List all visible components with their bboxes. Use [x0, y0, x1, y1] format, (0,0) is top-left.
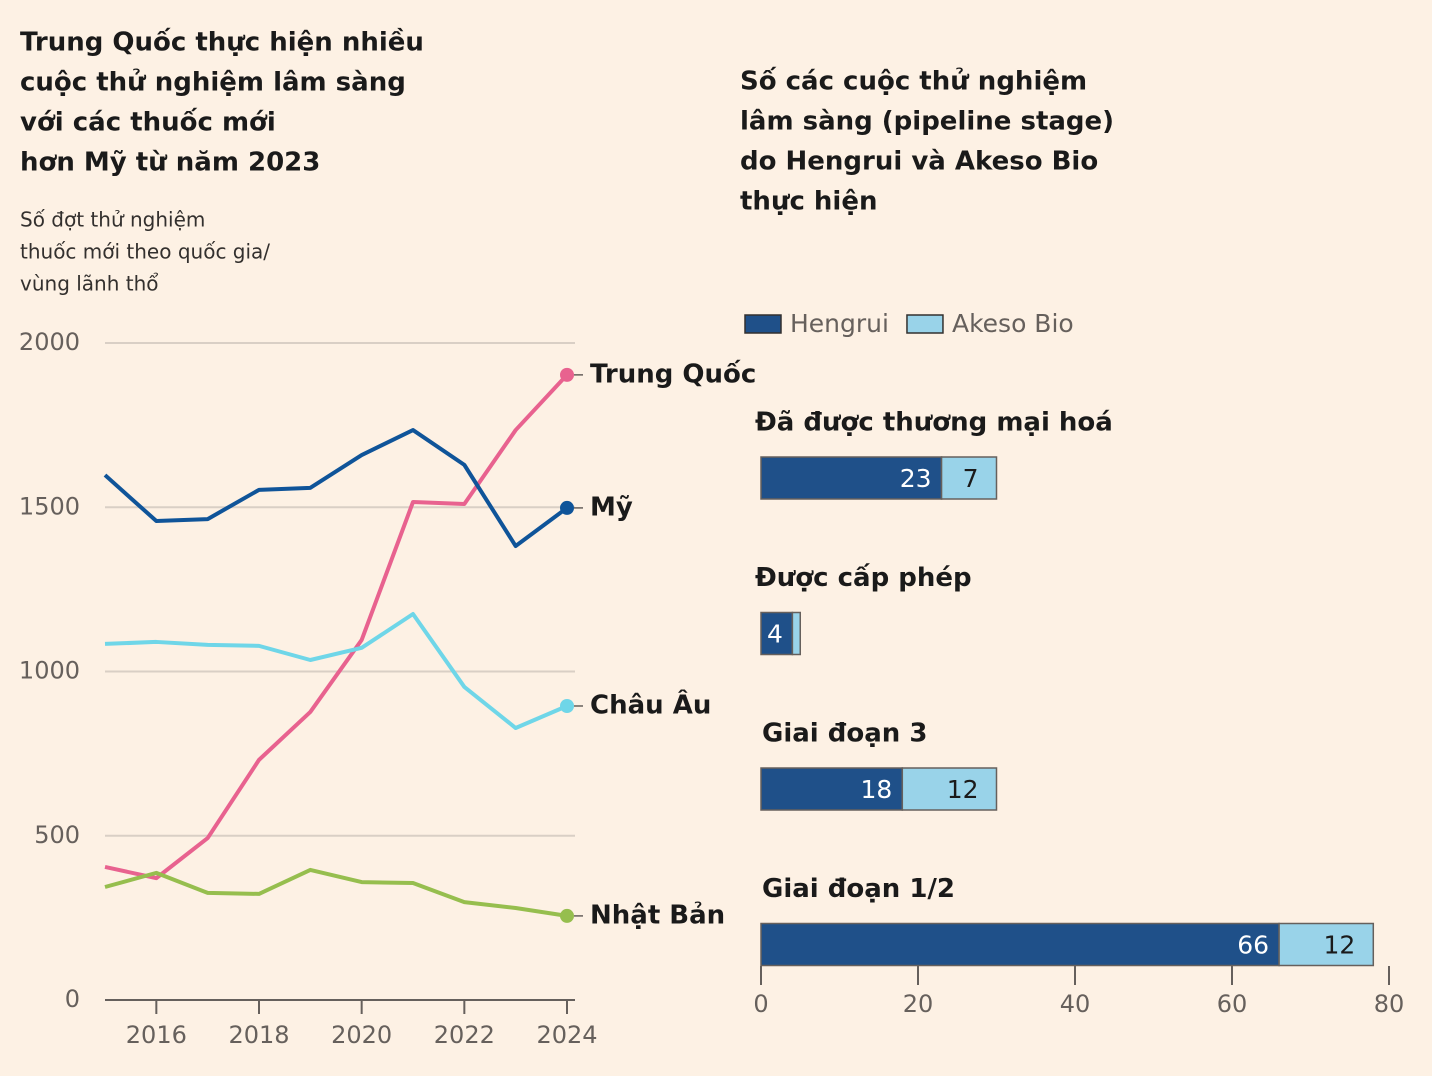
bar-segment — [940, 456, 998, 500]
bar-segment — [760, 767, 904, 811]
end-dot — [560, 500, 574, 515]
series-line — [104, 373, 569, 881]
bar-segment — [760, 922, 1280, 967]
value-label: 12 — [1323, 931, 1355, 960]
legend-swatch — [906, 314, 944, 334]
series-label: Trung Quốc — [590, 358, 756, 389]
x-tick-label: 60 — [1217, 990, 1248, 1018]
end-dot — [560, 698, 574, 713]
chart-subtitle: Số đợt thử nghiệm — [20, 208, 205, 232]
value-label: 12 — [947, 775, 979, 804]
bar-segment — [760, 456, 943, 500]
series-line — [103, 428, 569, 549]
series-label: Nhật Bản — [590, 899, 725, 930]
chart-title: với các thuốc mới — [20, 107, 276, 138]
series-line — [104, 612, 568, 731]
legend-label: Akeso Bio — [952, 309, 1074, 338]
x-tick-label: 2024 — [536, 1021, 597, 1049]
chart-title: Số các cuộc thử nghiệm — [740, 66, 1087, 97]
value-label: 23 — [900, 464, 932, 493]
series-label: Châu Âu — [590, 688, 711, 720]
chart-subtitle: thuốc mới theo quốc gia/ — [20, 240, 270, 264]
chart-title: lâm sàng (pipeline stage) — [740, 107, 1114, 137]
chart-title: hơn Mỹ từ năm 2023 — [20, 148, 320, 178]
category-label: Được cấp phép — [755, 562, 972, 593]
x-tick-label: 2020 — [331, 1021, 392, 1049]
category-label: Đã được thương mại hoá — [755, 408, 1113, 438]
chart-title: do Hengrui và Akeso Bio — [740, 147, 1098, 177]
bar-segment — [901, 767, 998, 811]
value-label: 18 — [860, 775, 892, 804]
y-tick-label: 2000 — [19, 328, 80, 356]
bar-segment — [1278, 922, 1375, 967]
chart-subtitle: vùng lãnh thổ — [20, 272, 159, 296]
series-line — [104, 867, 568, 918]
end-dot — [560, 367, 574, 382]
value-label: 4 — [767, 620, 783, 649]
bar-segment — [791, 611, 802, 656]
x-tick-label: 40 — [1060, 990, 1091, 1018]
x-tick-label: 20 — [903, 990, 934, 1018]
x-tick-label: 0 — [753, 990, 768, 1018]
y-tick-label: 0 — [65, 985, 80, 1013]
end-dot — [560, 908, 574, 923]
chart-title: Trung Quốc thực hiện nhiều — [20, 27, 424, 58]
value-label: 7 — [963, 464, 979, 493]
bar-segment — [760, 611, 794, 656]
category-label: Giai đoạn 3 — [762, 719, 927, 749]
chart-title: cuộc thử nghiệm lâm sàng — [20, 67, 406, 98]
legend-label: Hengrui — [790, 309, 889, 338]
y-tick-label: 1500 — [19, 492, 80, 520]
chart-title: thực hiện — [740, 187, 877, 217]
x-tick-label: 2016 — [126, 1021, 187, 1049]
y-tick-label: 1000 — [19, 657, 80, 685]
legend-swatch — [744, 314, 782, 334]
value-label: 66 — [1237, 931, 1269, 960]
category-label: Giai đoạn 1/2 — [762, 874, 955, 904]
series-label: Mỹ — [590, 492, 633, 522]
x-tick-label: 2018 — [228, 1021, 289, 1049]
x-tick-label: 2022 — [434, 1021, 495, 1049]
y-tick-label: 500 — [34, 821, 80, 849]
x-tick-label: 80 — [1374, 990, 1405, 1018]
